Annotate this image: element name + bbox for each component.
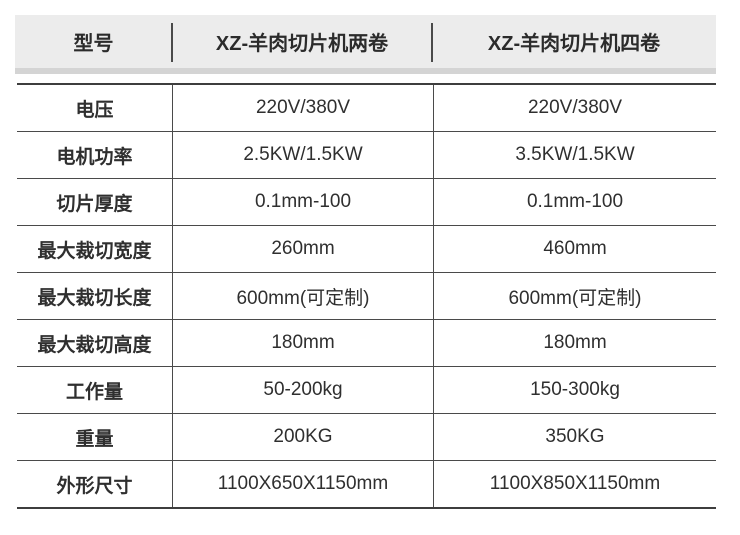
row-value-four-roll: 0.1mm-100 — [433, 179, 716, 225]
row-value-four-roll: 150-300kg — [433, 367, 716, 413]
table-body: 电压 220V/380V 220V/380V 电机功率 2.5KW/1.5KW … — [17, 83, 716, 509]
row-value-two-roll: 50-200kg — [172, 367, 433, 413]
header-divider — [171, 23, 173, 62]
row-value-two-roll: 2.5KW/1.5KW — [172, 132, 433, 178]
header-column-two-roll: XZ-羊肉切片机两卷 — [171, 15, 432, 68]
row-value-two-roll: 220V/380V — [172, 85, 433, 131]
table-row-weight: 重量 200KG 350KG — [17, 413, 716, 460]
header-column-four-roll-label: XZ-羊肉切片机四卷 — [487, 33, 661, 55]
row-label: 电机功率 — [56, 146, 133, 168]
table-header-row: 型号 XZ-羊肉切片机两卷 XZ-羊肉切片机四卷 — [15, 15, 716, 68]
row-value-two-roll: 1100X650X1150mm — [172, 461, 433, 507]
row-label: 切片厚度 — [56, 193, 133, 215]
header-column-two-roll-label: XZ-羊肉切片机两卷 — [215, 33, 389, 55]
row-value-two-roll: 260mm — [172, 226, 433, 272]
row-value-four-roll: 180mm — [433, 320, 716, 366]
table-row-dimensions: 外形尺寸 1100X650X1150mm 1100X850X1150mm — [17, 460, 716, 507]
table-row-max-cut-width: 最大裁切宽度 260mm 460mm — [17, 225, 716, 272]
row-value-four-roll: 460mm — [433, 226, 716, 272]
row-label: 最大裁切宽度 — [37, 240, 152, 262]
table-row-voltage: 电压 220V/380V 220V/380V — [17, 85, 716, 131]
row-label: 重量 — [75, 428, 114, 450]
table-row-slice-thickness: 切片厚度 0.1mm-100 0.1mm-100 — [17, 178, 716, 225]
row-value-four-roll: 220V/380V — [433, 85, 716, 131]
row-label: 最大裁切高度 — [37, 334, 152, 356]
table-row-max-cut-height: 最大裁切高度 180mm 180mm — [17, 319, 716, 366]
row-value-four-roll: 600mm(可定制) — [433, 273, 716, 319]
table-row-work-capacity: 工作量 50-200kg 150-300kg — [17, 366, 716, 413]
row-label: 工作量 — [65, 381, 123, 403]
header-shadow-strip — [15, 68, 716, 74]
header-column-four-roll: XZ-羊肉切片机四卷 — [431, 15, 716, 68]
row-value-two-roll: 0.1mm-100 — [172, 179, 433, 225]
table-row-max-cut-length: 最大裁切长度 600mm(可定制) 600mm(可定制) — [17, 272, 716, 319]
row-label: 电压 — [75, 99, 114, 121]
row-value-four-roll: 1100X850X1150mm — [433, 461, 716, 507]
table-row-motor-power: 电机功率 2.5KW/1.5KW 3.5KW/1.5KW — [17, 131, 716, 178]
row-label: 外形尺寸 — [56, 475, 133, 497]
row-value-two-roll: 200KG — [172, 414, 433, 460]
header-divider — [431, 23, 433, 62]
header-model-label: 型号 — [73, 33, 114, 55]
row-value-four-roll: 350KG — [433, 414, 716, 460]
row-value-two-roll: 180mm — [172, 320, 433, 366]
row-value-two-roll: 600mm(可定制) — [172, 273, 433, 319]
row-value-four-roll: 3.5KW/1.5KW — [433, 132, 716, 178]
row-label: 最大裁切长度 — [37, 287, 152, 309]
